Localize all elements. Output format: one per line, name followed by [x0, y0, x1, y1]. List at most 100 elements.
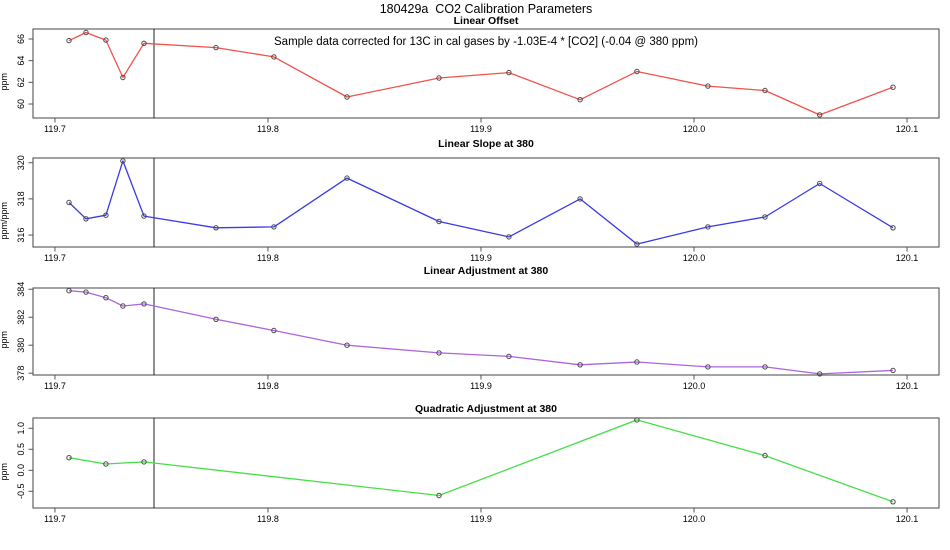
data-point [344, 342, 350, 348]
panel-title-linear-offset: Linear Offset [453, 15, 519, 27]
data-line [68, 419, 894, 503]
data-point [577, 97, 583, 103]
data-point [66, 455, 72, 461]
chart-panel-3: 119.7 119.8 119.9 120.0 120.1 378 380 382 384 [16, 282, 940, 391]
data-point [120, 303, 126, 309]
data-point [103, 461, 109, 467]
x-tick-label: 119.7 [44, 514, 66, 524]
data-point [762, 364, 768, 370]
data-point [436, 492, 442, 499]
data-point [120, 158, 126, 164]
data-point [271, 327, 277, 334]
x-tick-label: 119.7 [44, 253, 66, 263]
x-tick-label: 119.8 [257, 514, 279, 524]
data-point [66, 199, 72, 206]
y-axis-label-text: ppm [0, 462, 9, 481]
data-point [817, 180, 823, 187]
data-point [890, 499, 896, 505]
page-title: 180429a CO2 Calibration Parameters [379, 2, 593, 16]
data-point [890, 367, 896, 374]
x-tick-label: 120.0 [683, 514, 706, 524]
data-point [506, 234, 512, 240]
y-tick-label: 318 [16, 191, 26, 206]
data-point [506, 353, 512, 360]
data-point [817, 112, 823, 118]
data-point [103, 37, 109, 43]
data-point [890, 225, 896, 231]
y-tick-label: 378 [16, 366, 26, 381]
x-tick-label: 120.1 [896, 381, 919, 391]
y-tick-label: -0.5 [16, 484, 26, 500]
data-point [141, 213, 147, 219]
data-point [634, 359, 640, 365]
data-line [68, 31, 894, 116]
data-point [141, 459, 147, 465]
panel-title-linear-slope: Linear Slope at 380 [438, 138, 534, 150]
y-tick-label: 384 [16, 282, 26, 297]
y-tick-label: 0.5 [16, 443, 26, 456]
data-point [83, 29, 89, 36]
data-line [68, 290, 894, 375]
panel-title-quadratic-adjustment: Quadratic Adjustment at 380 [415, 403, 557, 415]
y-tick-label: 66 [16, 34, 26, 44]
data-point [66, 288, 72, 294]
data-point [762, 87, 768, 94]
panel-border [32, 157, 940, 248]
data-point [83, 289, 89, 295]
data-point [213, 44, 219, 51]
x-tick-label: 120.0 [683, 124, 706, 134]
x-tick-label: 119.8 [257, 381, 279, 391]
data-point [344, 94, 350, 100]
data-point [103, 212, 109, 218]
data-point [705, 83, 711, 89]
y-axis-label-text: ppm [0, 330, 9, 349]
panel-border [32, 417, 940, 509]
data-point [762, 452, 768, 459]
data-point [141, 40, 147, 46]
x-tick-label: 119.7 [44, 124, 66, 134]
correction-note: Sample data corrected for 13C in cal gas… [274, 36, 698, 48]
data-point [577, 196, 583, 202]
panel-title-linear-adjustment: Linear Adjustment at 380 [423, 265, 549, 277]
data-point [141, 301, 147, 307]
x-tick-label: 120.1 [896, 124, 919, 134]
data-line [68, 160, 894, 245]
y-tick-label: 320 [16, 155, 26, 170]
y-tick-label: 60 [16, 99, 26, 109]
y-tick-label: 0.0 [16, 464, 26, 477]
data-point [344, 175, 350, 181]
data-point [83, 216, 89, 222]
x-tick-label: 120.1 [896, 514, 919, 524]
x-tick-label: 119.9 [470, 514, 492, 524]
x-tick-label: 119.7 [44, 381, 66, 391]
data-point [120, 74, 126, 81]
panel-border [32, 287, 940, 376]
y-tick-label: 64 [16, 56, 26, 66]
y-tick-label: 380 [16, 338, 26, 353]
y-tick-label: 1.0 [16, 422, 26, 435]
data-point [817, 371, 823, 377]
x-tick-label: 120.0 [683, 253, 706, 263]
y-tick-label: 316 [16, 228, 26, 243]
data-point [213, 316, 219, 322]
chart-panel-2: 119.7 119.8 119.9 120.0 120.1 316 318 320 [16, 155, 940, 263]
x-tick-label: 119.8 [257, 124, 279, 134]
x-tick-label: 119.8 [257, 253, 279, 263]
data-point [705, 364, 711, 370]
data-point [213, 225, 219, 231]
y-axis-label-text: ppm [0, 72, 9, 91]
data-point [577, 362, 583, 368]
x-tick-label: 119.9 [470, 253, 492, 263]
panel-border [32, 28, 940, 119]
chart-panel-4: 119.7 119.8 119.9 120.0 120.1 -0.5 0.0 0.5 1.0 [16, 417, 940, 524]
data-point [103, 295, 109, 301]
y-tick-label: 382 [16, 310, 26, 325]
data-point [66, 37, 72, 44]
data-point [634, 417, 640, 423]
data-point [506, 69, 512, 76]
x-tick-label: 120.1 [896, 253, 919, 263]
data-point [271, 54, 277, 60]
data-point [271, 224, 277, 230]
